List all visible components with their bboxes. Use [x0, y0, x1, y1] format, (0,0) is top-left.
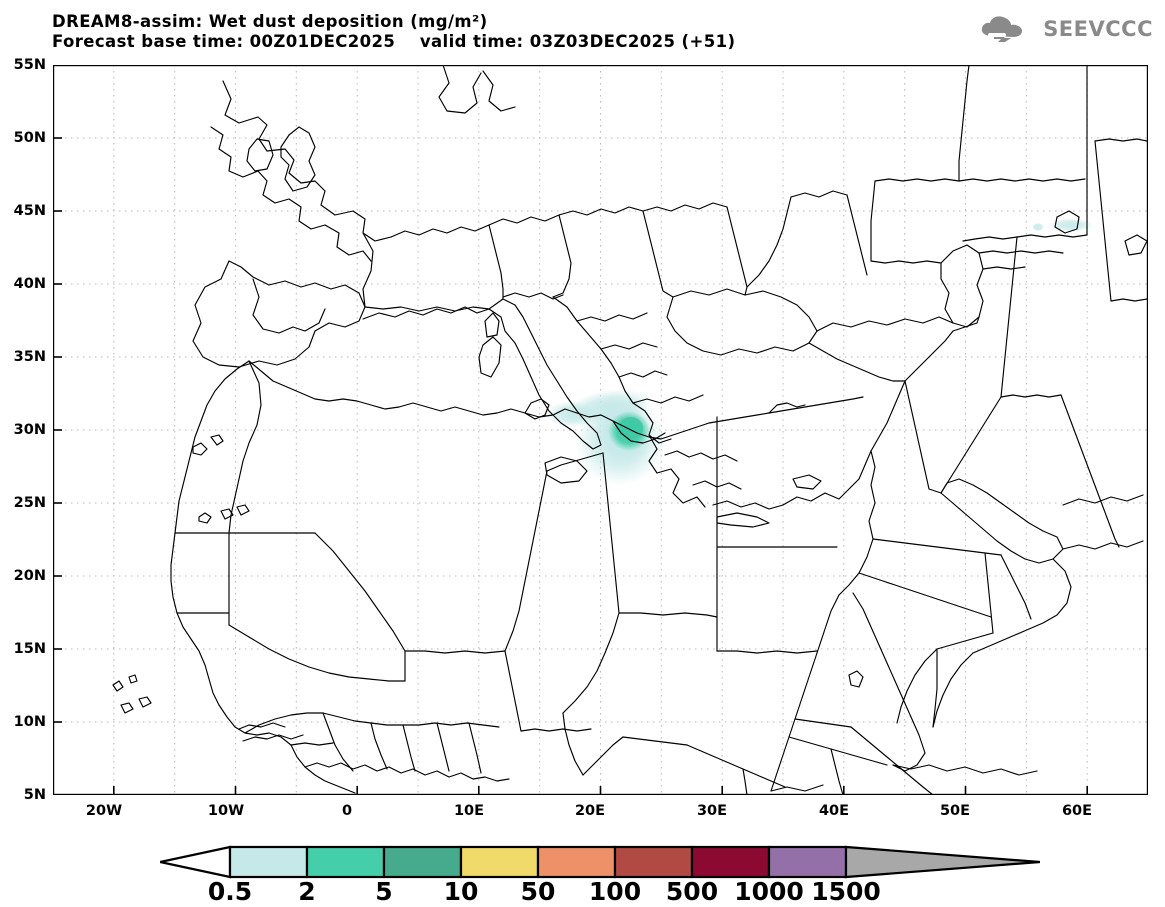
page-title: DREAM8-assim: Wet dust deposition (mg/m²…	[52, 12, 735, 52]
xtick-label-20W: 20W	[85, 803, 123, 819]
ytick-label-45N: 45N	[13, 203, 46, 219]
dust-deposition-field	[546, 218, 1093, 486]
colorbar-label-500: 500	[665, 877, 719, 906]
xtick-label-60E: 60E	[1061, 803, 1093, 819]
cloud-wind-icon	[982, 16, 1023, 42]
colorbar-label-100: 100	[588, 877, 642, 906]
colorbar-segment-6	[690, 845, 771, 879]
colorbar-svg	[160, 845, 1040, 879]
colorbar-under-cap	[160, 845, 232, 879]
gridlines	[53, 65, 1148, 795]
colorbar-segment-2	[382, 845, 463, 879]
colorbar-segment-7	[767, 845, 848, 879]
ytick-label-30N: 30N	[13, 422, 46, 438]
ytick-label-20N: 20N	[13, 568, 46, 584]
xtick-label-40E: 40E	[818, 803, 850, 819]
map-plot-area	[53, 65, 1148, 795]
colorbar-segment-5	[613, 845, 694, 879]
colorbar-segment-4	[536, 845, 617, 879]
colorbar-label-5: 5	[375, 877, 393, 906]
ytick-label-5N: 5N	[23, 787, 46, 803]
blob-aral	[1049, 218, 1093, 232]
colorbar-label-1000: 1000	[734, 877, 804, 906]
colorbar-segment-1	[305, 845, 386, 879]
title-line-2: Forecast base time: 00Z01DEC2025 valid t…	[52, 32, 736, 51]
xtick-label-10W: 10W	[207, 803, 245, 819]
axis-ticks	[53, 65, 1088, 795]
colorbar-label-1500: 1500	[811, 877, 881, 906]
xtick-label-20E: 20E	[574, 803, 606, 819]
ytick-label-25N: 25N	[13, 495, 46, 511]
colorbar-segment-0	[228, 845, 309, 879]
colorbar-label-2: 2	[298, 877, 316, 906]
title-line-1: DREAM8-assim: Wet dust deposition (mg/m²…	[52, 12, 488, 31]
blob-aral-small	[1033, 223, 1043, 231]
blob-libya-core-inner	[619, 417, 643, 439]
coastlines-and-borders	[112, 65, 1148, 795]
ytick-label-55N: 55N	[13, 57, 46, 73]
xtick-label-10E: 10E	[453, 803, 485, 819]
xtick-label-50E: 50E	[939, 803, 971, 819]
logo-text: SEEVCCC	[1043, 17, 1153, 41]
xtick-label-30E: 30E	[696, 803, 728, 819]
colorbar-segment-3	[459, 845, 540, 879]
seevccc-logo: SEEVCCC	[978, 14, 1153, 44]
colorbar: 0.5 2 5 10 50 100 500 1000 1500	[160, 843, 1040, 906]
colorbar-label-10: 10	[443, 877, 479, 906]
ytick-label-40N: 40N	[13, 276, 46, 292]
ytick-label-50N: 50N	[13, 130, 46, 146]
colorbar-label-50: 50	[520, 877, 556, 906]
colorbar-label-0.5: 0.5	[207, 877, 253, 906]
colorbar-over-cap	[844, 845, 1040, 879]
ytick-label-10N: 10N	[13, 714, 46, 730]
xtick-label-0: 0	[341, 803, 353, 819]
map-svg	[53, 65, 1148, 795]
ytick-label-35N: 35N	[13, 349, 46, 365]
ytick-label-15N: 15N	[13, 641, 46, 657]
